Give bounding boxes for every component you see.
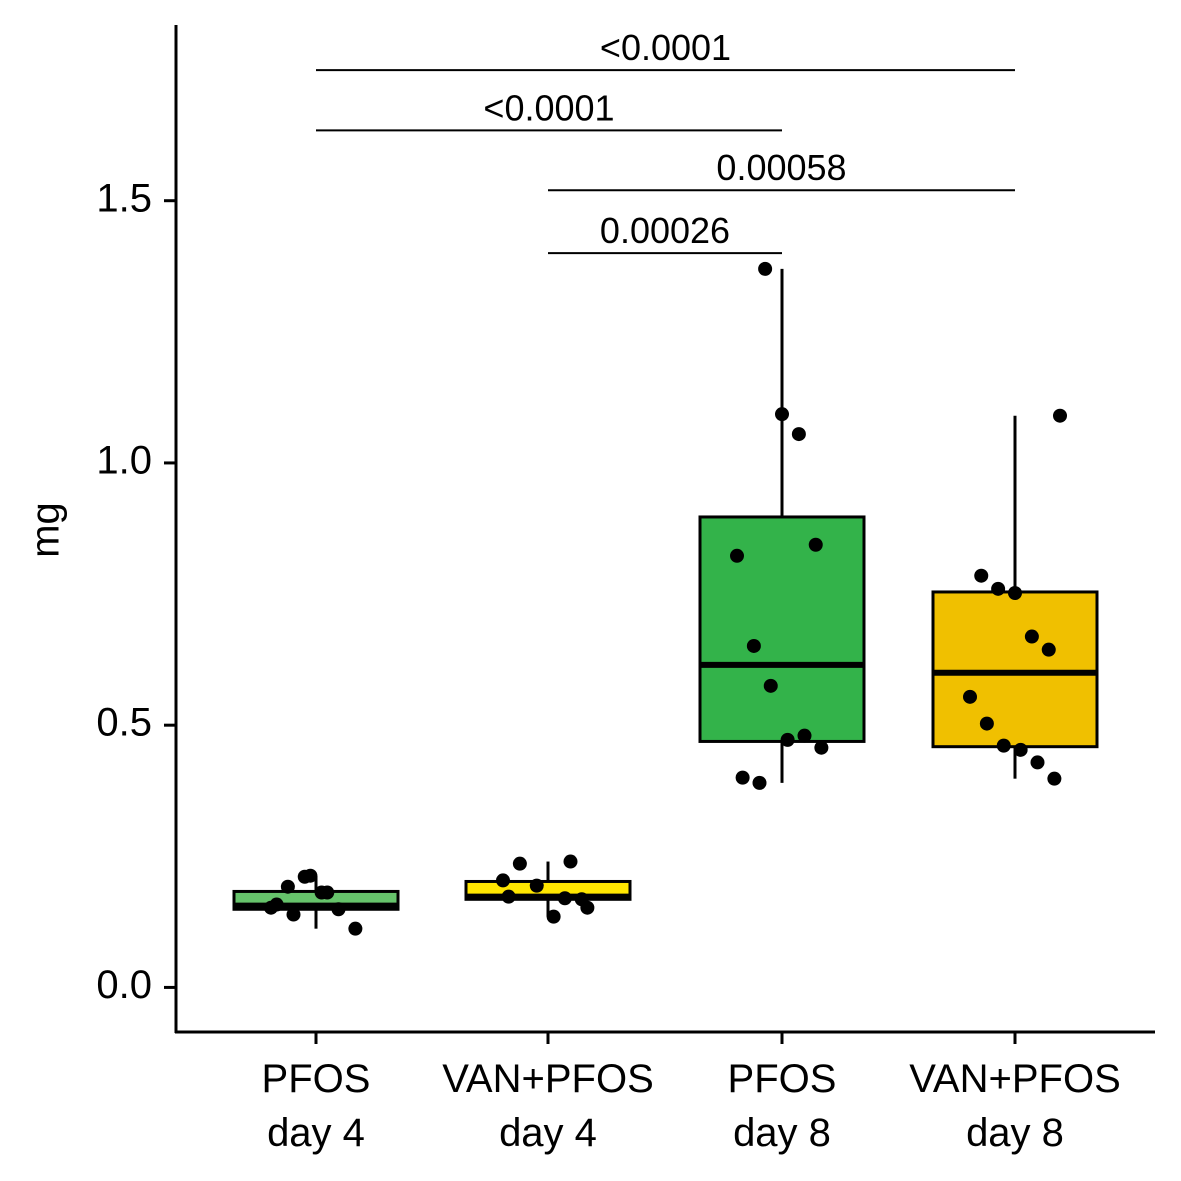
point — [780, 732, 795, 747]
point — [546, 909, 561, 924]
point — [991, 581, 1006, 596]
x-tick-label: VAN+PFOS — [909, 1057, 1121, 1101]
x-tick-label: VAN+PFOS — [442, 1057, 654, 1101]
point — [752, 775, 767, 790]
point — [974, 568, 989, 583]
point — [1030, 755, 1045, 770]
bracket-label: 0.00026 — [600, 210, 730, 251]
x-tick-label: day 4 — [499, 1111, 597, 1155]
point — [758, 261, 773, 276]
point — [1024, 629, 1039, 644]
point — [529, 878, 544, 893]
point — [1053, 408, 1067, 423]
point — [808, 537, 823, 552]
point — [730, 548, 744, 563]
bracket-label: <0.0001 — [600, 27, 731, 68]
y-tick-label: 1.0 — [96, 439, 152, 483]
point — [746, 638, 761, 653]
point — [303, 868, 318, 883]
point — [791, 427, 806, 442]
y-axis-label: mg — [24, 502, 68, 558]
y-tick-label: 0.5 — [96, 701, 152, 745]
point — [580, 900, 595, 915]
point — [1013, 742, 1028, 757]
point — [814, 740, 829, 755]
box — [698, 515, 866, 743]
point — [280, 879, 295, 894]
point — [501, 889, 516, 904]
point — [557, 891, 572, 906]
point — [286, 907, 301, 922]
point — [496, 873, 510, 888]
point — [735, 770, 750, 785]
y-tick-label: 1.5 — [96, 176, 152, 220]
x-tick-label: PFOS — [728, 1057, 837, 1101]
point — [563, 854, 578, 869]
x-tick-label: day 8 — [733, 1111, 831, 1155]
point — [979, 716, 994, 731]
point — [1041, 642, 1056, 657]
point — [512, 856, 527, 871]
x-tick-label: day 4 — [267, 1111, 365, 1155]
point — [1047, 771, 1062, 786]
point — [963, 689, 977, 704]
bracket-label: 0.00058 — [716, 147, 846, 188]
point — [797, 728, 812, 743]
box — [931, 590, 1099, 749]
x-tick-label: day 8 — [966, 1111, 1064, 1155]
bracket-label: <0.0001 — [483, 87, 614, 128]
point — [763, 678, 778, 693]
point — [269, 897, 284, 912]
point — [775, 407, 789, 422]
point — [996, 738, 1011, 753]
point — [348, 921, 363, 936]
point — [1008, 586, 1022, 601]
point — [331, 902, 346, 917]
x-tick-label: PFOS — [262, 1057, 371, 1101]
point — [320, 885, 335, 900]
y-tick-label: 0.0 — [96, 963, 152, 1007]
